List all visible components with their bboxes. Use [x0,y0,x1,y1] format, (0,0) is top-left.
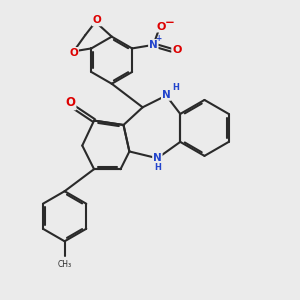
Text: H: H [172,83,179,92]
Text: O: O [172,45,182,55]
Text: N: N [149,40,158,50]
Text: O: O [157,22,166,32]
Text: −: − [165,16,175,29]
Text: O: O [93,15,101,26]
Text: CH₃: CH₃ [58,260,72,268]
Text: H: H [154,163,161,172]
Text: N: N [153,153,162,163]
Text: N: N [162,90,171,100]
Text: O: O [69,48,78,58]
Text: O: O [65,96,76,110]
Text: +: + [155,34,162,43]
